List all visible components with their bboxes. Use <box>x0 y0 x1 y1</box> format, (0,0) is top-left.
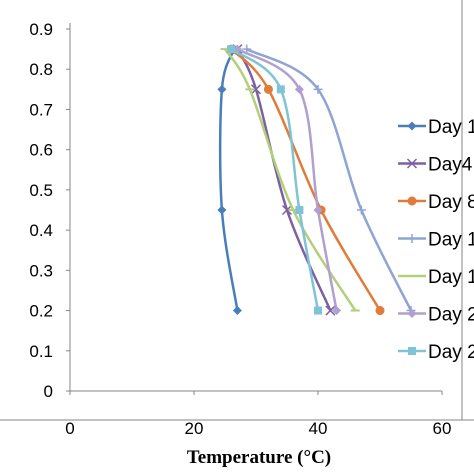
legend-label: Day 8 <box>428 192 474 213</box>
y-tick-label: 0.2 <box>29 302 53 321</box>
legend-marker <box>406 158 418 169</box>
x-tick-label: 40 <box>309 419 328 438</box>
data-point <box>375 306 385 316</box>
data-point <box>276 85 285 94</box>
y-tick-label: 0.6 <box>29 141 53 160</box>
series-line <box>230 48 320 311</box>
legend-label: Day 2 <box>428 342 474 363</box>
legend-marker <box>407 196 417 206</box>
series-line <box>230 48 382 312</box>
data-point <box>332 306 342 316</box>
y-tick-label: 0.3 <box>29 261 53 280</box>
legend-item: Day 1 <box>398 230 474 251</box>
data-point <box>217 205 227 215</box>
x-tick-label: 20 <box>185 419 204 438</box>
data-point <box>227 45 236 54</box>
y-tick-label: 0.4 <box>29 221 53 240</box>
legend-label: Day 1 <box>428 267 474 288</box>
y-tick-label: 0.1 <box>29 342 53 361</box>
x-tick-label: 0 <box>65 419 74 438</box>
legend-item: Day 8 <box>398 192 474 213</box>
data-point <box>325 305 336 316</box>
data-point <box>294 84 304 94</box>
series-line <box>218 48 239 311</box>
legend-item: Day 1 <box>398 117 474 138</box>
series-5 <box>220 48 360 312</box>
legend-item: Day 2 <box>398 305 474 326</box>
data-point <box>217 84 227 94</box>
legend-marker <box>407 121 417 131</box>
series-line <box>236 48 338 311</box>
data-point <box>356 205 366 215</box>
x-tick-label: 60 <box>433 419 452 438</box>
data-point <box>295 206 304 214</box>
legend-marker <box>408 347 416 355</box>
legend-label: Day 1 <box>428 230 474 251</box>
legend-label: Day4 <box>428 155 473 176</box>
data-point <box>314 306 322 315</box>
legend-item: Day 1 <box>398 267 474 288</box>
plot-area <box>217 44 416 316</box>
y-tick-label: 0.8 <box>29 60 53 79</box>
series-line <box>246 47 413 312</box>
data-point <box>232 306 242 316</box>
legend-item: Day4 <box>398 155 473 176</box>
data-point <box>313 205 323 215</box>
legend-label: Day 2 <box>428 305 474 326</box>
legend-label: Day 1 <box>428 117 474 138</box>
y-tick-label: 0.7 <box>29 100 53 119</box>
x-axis-title: Temperature (°C) <box>187 447 331 468</box>
legend: Day 1 Day4 Day 8 Day 1 Day 1 Day 2 Day 2 <box>398 117 474 363</box>
series-line <box>223 48 357 312</box>
data-point <box>263 84 273 94</box>
y-tick-label: 0.9 <box>29 20 53 39</box>
series-3 <box>226 44 385 316</box>
legend-marker <box>407 309 417 318</box>
y-tick-label: 0 <box>44 382 53 401</box>
series-4 <box>242 44 416 316</box>
data-point <box>313 84 323 94</box>
legend-marker <box>407 234 417 243</box>
data-point <box>281 204 293 216</box>
series-1 <box>217 44 242 316</box>
y-tick-label: 0.5 <box>29 181 53 200</box>
data-point <box>250 84 262 95</box>
series-7 <box>227 45 322 315</box>
legend-item: Day 2 <box>398 342 474 363</box>
